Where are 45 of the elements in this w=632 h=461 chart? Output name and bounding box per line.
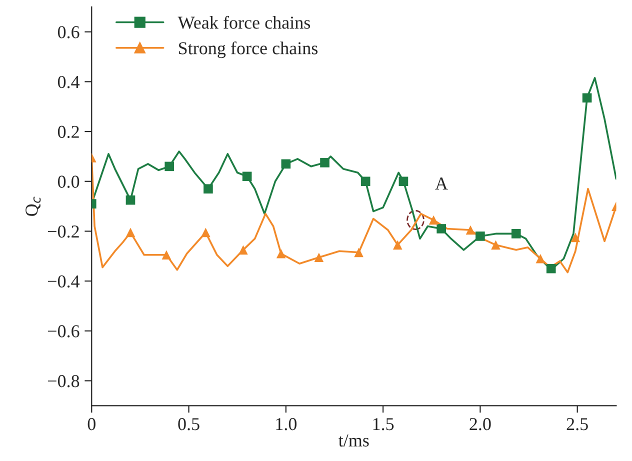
point (354, 248, 364, 258)
point (201, 228, 210, 238)
point (536, 254, 546, 264)
point (398, 176, 408, 186)
y-tick-label: 0.2 (58, 126, 79, 138)
point (491, 240, 500, 250)
annotation: A (435, 178, 448, 190)
point (360, 176, 370, 186)
x-tick-label: 1.0 (276, 418, 297, 430)
point (570, 232, 580, 242)
y-tick-label: −0.8 (48, 375, 80, 388)
point (162, 250, 172, 260)
point (546, 264, 556, 274)
x-tick-label: 2.0 (470, 418, 491, 430)
y-tick-label: −0.6 (48, 325, 80, 338)
y-tick-label: 0.6 (58, 26, 80, 38)
x-axis-title: t/ms (338, 434, 369, 447)
x-tick-label: 0 (88, 418, 96, 430)
point (392, 240, 402, 250)
point (320, 158, 330, 168)
point (204, 184, 213, 194)
point (428, 215, 438, 225)
point (511, 229, 521, 238)
legend-label: Strong force chains (179, 41, 318, 58)
y-axis-title: Q$_{c}$ (26, 196, 41, 216)
x-tick-label: 1.5 (373, 418, 394, 430)
x-tick-label: 2.5 (566, 418, 588, 430)
point (126, 228, 136, 238)
legend-label: Weak force chains (178, 16, 310, 29)
y-tick-label: −0.2 (48, 225, 79, 238)
point (314, 252, 324, 262)
point (281, 159, 291, 169)
point (238, 245, 248, 255)
y-tick-label: 0.0 (58, 176, 80, 188)
point (242, 172, 252, 182)
point (126, 195, 136, 205)
point (582, 93, 592, 103)
y-tick-label: −0.4 (48, 275, 80, 288)
y-tick-label: 0.4 (58, 76, 80, 88)
x-tick-label: 0.5 (178, 418, 200, 430)
point (164, 162, 174, 172)
point (466, 225, 476, 235)
point (276, 248, 286, 258)
point (436, 224, 446, 234)
point (476, 232, 485, 241)
